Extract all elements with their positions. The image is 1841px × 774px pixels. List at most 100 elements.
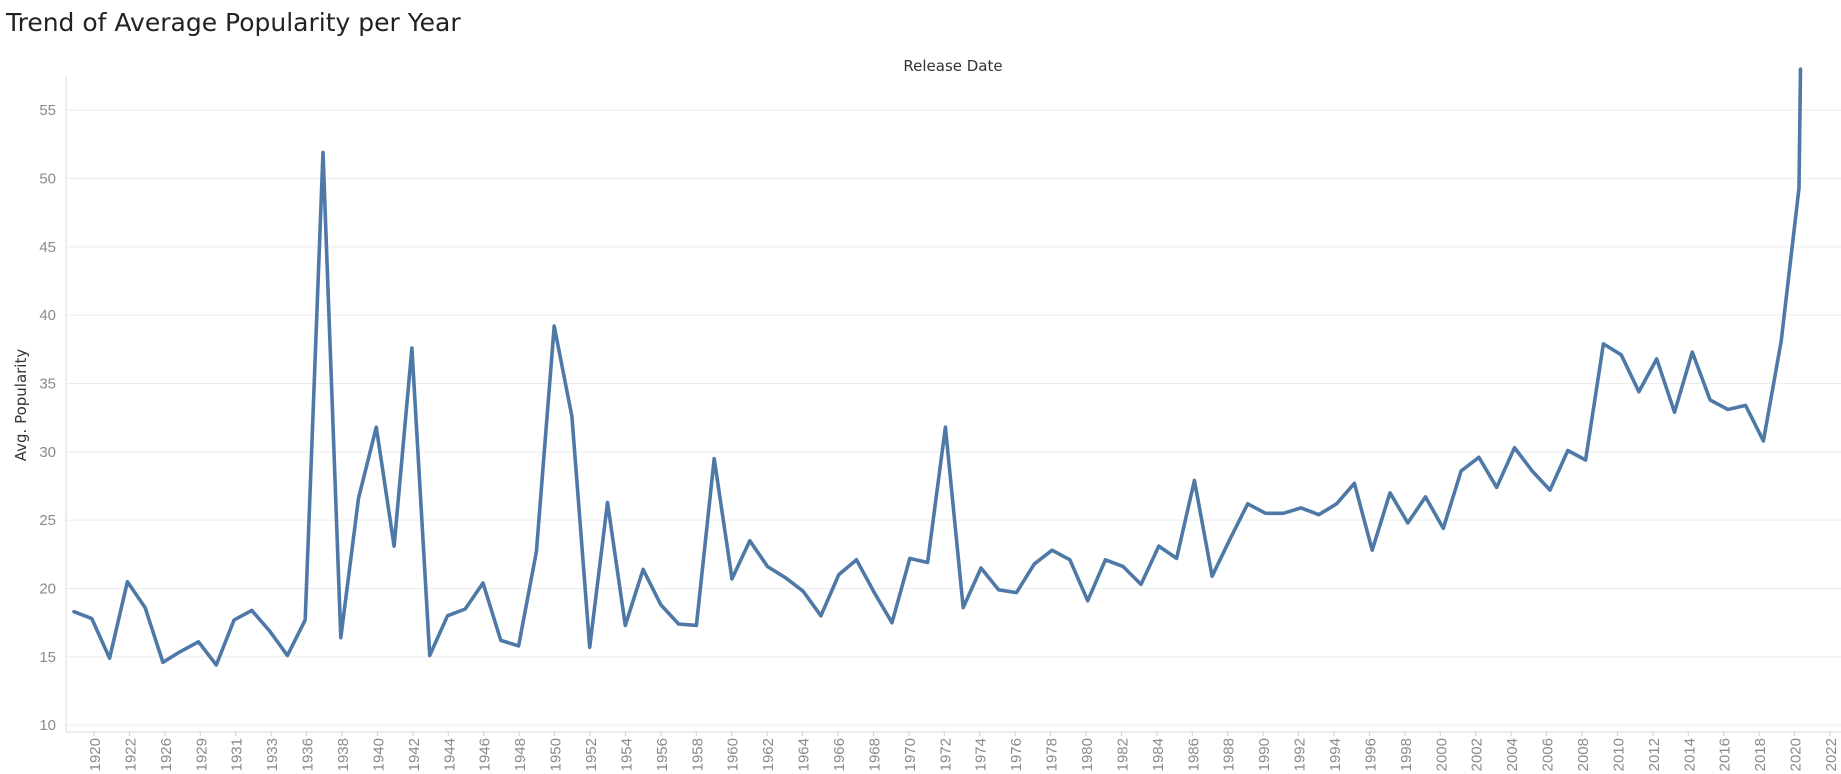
data-point [570,414,574,418]
x-tick-label: 1944 [441,738,458,771]
data-point [534,550,538,554]
x-tick-label: 1938 [335,738,352,771]
data-point [1441,526,1445,530]
y-axis-title: Avg. Popularity [12,349,30,462]
data-point [214,663,218,667]
data-point [1192,479,1196,483]
x-tick-label: 1931 [229,738,246,771]
data-point [1779,339,1783,343]
x-tick-label: 1936 [300,738,317,771]
series-line [72,67,1803,667]
x-tick-label: 1988 [1221,738,1238,771]
data-point [783,576,787,580]
data-point [339,636,343,640]
y-tick-label: 10 [39,717,56,734]
data-point [623,623,627,627]
y-tick-label: 40 [39,307,56,324]
x-tick-label: 2006 [1540,738,1557,771]
x-tick-label: 1942 [406,738,423,771]
data-point [143,606,147,610]
data-point [499,638,503,642]
data-point [730,577,734,581]
x-tick-label: 2004 [1504,738,1521,771]
data-point [1477,455,1481,459]
x-tick-label: 1974 [973,738,990,771]
data-point [463,607,467,611]
data-point [1388,491,1392,495]
data-point [1317,513,1321,517]
data-point [108,656,112,660]
data-point [1513,446,1517,450]
data-point [72,610,76,614]
x-tick-labels: 1920 1922 1926 1929 1931 1933 1936 1938 1940 1942… [87,732,1840,771]
data-point [1246,502,1250,506]
data-point [1103,558,1107,562]
x-tick-label: 1964 [796,738,813,771]
data-point [1157,544,1161,548]
data-point [1744,403,1748,407]
data-point [517,644,521,648]
data-point [872,591,876,595]
data-point [961,606,965,610]
data-point [801,589,805,593]
data-point [659,603,663,607]
data-point [588,645,592,649]
axes [65,76,1841,733]
data-point [428,654,432,658]
y-tick-label: 25 [39,512,56,529]
data-point [1673,410,1677,414]
data-point [161,660,165,664]
data-point [997,588,1001,592]
data-point [321,151,325,155]
x-tick-label: 1982 [1114,738,1131,771]
x-tick-label: 1984 [1150,738,1167,771]
data-point [837,573,841,577]
x-tick-label: 1996 [1362,738,1379,771]
y-tick-label: 35 [39,376,56,393]
data-point [410,346,414,350]
x-tick-label: 1954 [618,738,635,771]
data-point [446,614,450,618]
data-point [1086,599,1090,603]
data-point [1139,582,1143,586]
data-point [250,608,254,612]
data-point [125,580,129,584]
data-point [1584,458,1588,462]
data-point [285,654,289,658]
x-tick-label: 1926 [158,738,175,771]
x-tick-label: 2002 [1469,738,1486,771]
data-point [1032,562,1036,566]
data-point [1370,548,1374,552]
data-point [766,565,770,569]
y-tick-label: 45 [39,239,56,256]
data-point [357,496,361,500]
data-point [1708,398,1712,402]
data-point [197,640,201,644]
x-tick-label: 2014 [1681,738,1698,771]
data-point [1761,439,1765,443]
data-point [890,621,894,625]
data-point [392,544,396,548]
data-point [1015,591,1019,595]
data-point [1655,357,1659,361]
data-point [1495,485,1499,489]
data-point [712,457,716,461]
data-point [926,561,930,565]
x-tick-label: 1998 [1398,738,1415,771]
x-tick-label: 1920 [87,738,104,771]
x-tick-label: 1922 [122,738,139,771]
x-tick-label: 2018 [1752,738,1769,771]
data-point [1637,390,1641,394]
x-tick-label: 2010 [1610,738,1627,771]
data-point [1281,511,1285,515]
x-tick-label: 1980 [1079,738,1096,771]
data-point [855,558,859,562]
data-point [1726,408,1730,412]
x-tick-label: 1978 [1044,738,1061,771]
x-tick-label: 2020 [1788,738,1805,771]
data-point [1335,502,1339,506]
x-tick-label: 1946 [477,738,494,771]
data-point [1619,353,1623,357]
y-tick-labels: 10 15 20 25 30 35 40 45 50 55 [39,102,56,734]
